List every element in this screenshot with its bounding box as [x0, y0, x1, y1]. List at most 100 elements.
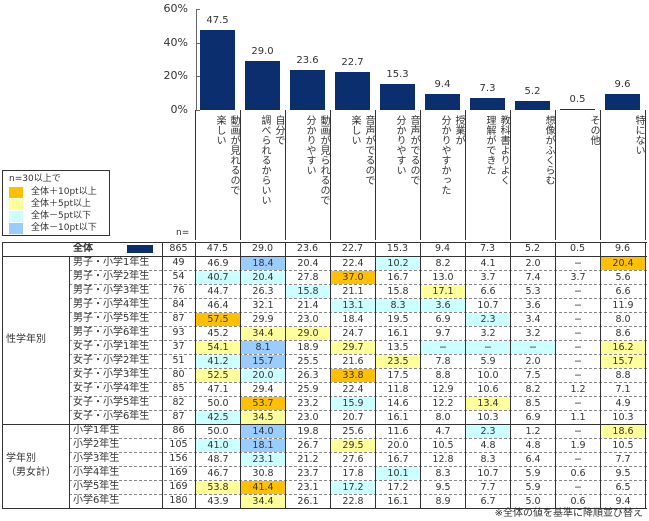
value-cell: 1.2 [570, 384, 586, 395]
value-cell: 54.1 [196, 341, 240, 354]
value-cell: 5.9 [525, 482, 541, 493]
value-cell: 9.7 [435, 328, 451, 339]
value-cell: 4.7 [435, 426, 451, 437]
value-cell: 7.7 [615, 454, 631, 465]
value-cell: 23.5 [376, 355, 420, 368]
value-cell: 8.3 [376, 299, 420, 312]
row-separator [69, 466, 647, 467]
row-n: 105 [169, 439, 188, 450]
value-cell: 12.8 [432, 454, 454, 465]
bar-value-label: 7.3 [479, 82, 496, 94]
value-cell: 29.5 [331, 439, 375, 452]
value-cell: 6.5 [615, 482, 631, 493]
value-cell: 53.8 [196, 481, 240, 494]
row-separator [69, 312, 647, 313]
total-value-cell: 9.6 [614, 243, 631, 254]
value-cell: 30.8 [252, 468, 274, 479]
value-cell: 41.0 [196, 439, 240, 452]
value-cell: 14.6 [387, 398, 409, 409]
value-cell: 15.7 [601, 355, 645, 368]
value-cell: 46.7 [207, 468, 229, 479]
row-separator [69, 326, 647, 327]
row-separator [69, 270, 647, 271]
value-cell: − [574, 342, 582, 353]
value-cell: 29.0 [286, 327, 330, 340]
column-divider [645, 242, 646, 508]
value-cell: 3.2 [525, 328, 541, 339]
bar-value-label: 22.7 [341, 56, 364, 68]
value-cell: 21.1 [342, 286, 364, 297]
value-cell: 1.2 [525, 426, 541, 437]
row-n: 93 [172, 327, 185, 338]
value-cell: 26.3 [252, 286, 274, 297]
row-label: 小学5年生 [73, 481, 120, 492]
value-cell: 19.8 [297, 426, 319, 437]
value-cell: 21.6 [342, 356, 364, 367]
value-cell: 6.6 [615, 286, 631, 297]
bar-value-label: 9.6 [614, 78, 631, 90]
row-n: 86 [172, 425, 185, 436]
value-cell: 20.4 [241, 271, 285, 284]
n-header: n= [176, 228, 190, 238]
bar [515, 101, 550, 110]
group-label: 学年別 （男女計） [6, 453, 56, 478]
value-cell: 15.8 [286, 285, 330, 298]
value-cell: 7.5 [525, 370, 541, 381]
value-cell: 43.9 [207, 496, 229, 507]
value-cell: 48.7 [207, 454, 229, 465]
value-cell: 13.0 [432, 272, 454, 283]
value-cell: 2.0 [525, 356, 541, 367]
row-label: 小学1年生 [73, 425, 120, 436]
value-cell: 13.5 [387, 342, 409, 353]
value-cell: 5.6 [615, 272, 631, 283]
row-label: 女子・小学5年生 [73, 397, 150, 408]
value-cell: 17.5 [387, 370, 409, 381]
value-cell: 37.0 [331, 271, 375, 284]
value-cell: 29.9 [252, 314, 274, 325]
value-cell: − [466, 341, 510, 354]
value-cell: 22.4 [342, 258, 364, 269]
row-n: 85 [172, 383, 185, 394]
y-tick-mark [196, 110, 200, 111]
column-divider [420, 242, 421, 508]
value-cell: 3.7 [570, 272, 586, 283]
value-cell: 8.0 [435, 412, 451, 423]
row-separator [69, 452, 647, 453]
bar-value-label: 29.0 [251, 46, 274, 58]
value-cell: − [574, 370, 582, 381]
value-cell: 7.4 [525, 272, 541, 283]
footnote: ※全体の値を基準に降順並び替え [494, 508, 643, 519]
column-divider [195, 242, 196, 508]
legend-title: n=30以上で [9, 174, 61, 184]
y-tick-mark [196, 9, 200, 10]
value-cell: 23.1 [297, 482, 319, 493]
value-cell: 26.3 [297, 370, 319, 381]
value-cell: − [511, 341, 555, 354]
legend-swatch [9, 223, 23, 234]
row-label: 男子・小学1年生 [73, 257, 150, 268]
value-cell: 23.1 [241, 453, 285, 466]
value-cell: 18.4 [342, 314, 364, 325]
row-label: 女子・小学3年生 [73, 369, 150, 380]
column-divider [465, 242, 466, 508]
value-cell: 23.7 [297, 468, 319, 479]
value-cell: 45.2 [207, 328, 229, 339]
row-n: 87 [172, 313, 185, 324]
value-cell: 13.4 [466, 397, 510, 410]
row-separator [69, 494, 647, 495]
row-separator [69, 368, 647, 369]
value-cell: − [574, 328, 582, 339]
value-cell: 8.3 [435, 468, 451, 479]
value-cell: 50.0 [207, 398, 229, 409]
value-cell: 32.1 [252, 300, 274, 311]
value-cell: 0.6 [570, 468, 586, 479]
header-right-border [645, 110, 646, 240]
row-label: 男子・小学3年生 [73, 285, 150, 296]
column-header: 想像がふくらむ [510, 110, 555, 240]
bar-value-label: 47.5 [206, 15, 229, 27]
y-tick-label: 0% [170, 103, 188, 116]
column-header: 授業が 分かりやすかった [420, 110, 465, 240]
column-header: 音声がでるので 分かりやすい [375, 110, 420, 240]
bar [245, 61, 280, 110]
